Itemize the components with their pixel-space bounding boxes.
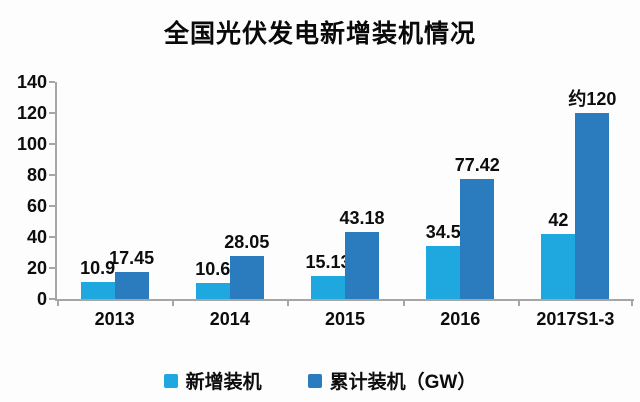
legend-label: 累计装机（GW）: [329, 372, 477, 393]
bar-group-2015: 15.13 43.18 2015: [287, 82, 402, 329]
bar-s2-2016: [460, 179, 495, 299]
bar-column: 77.42: [455, 156, 500, 299]
bar-s1-2017S1-3: [541, 234, 576, 299]
y-axis-tick-mark: [49, 205, 55, 207]
y-axis-tick-label: 80: [26, 165, 47, 185]
chart-title: 全国光伏发电新增装机情况: [163, 20, 476, 48]
bar-value-label: 34.5: [425, 222, 461, 243]
y-axis-tick-mark: [49, 81, 55, 83]
x-axis-tick-mark: [287, 299, 289, 306]
y-axis-tick-label: 20: [26, 258, 47, 278]
x-axis-line: [55, 299, 634, 301]
bar-column: 42: [541, 210, 576, 299]
bar-column: 15.13: [305, 253, 351, 299]
y-axis-tick-label: 140: [16, 72, 47, 92]
bar-pair: 10.6 28.05: [172, 82, 287, 299]
y-axis-tick-mark: [49, 298, 55, 300]
y-axis-tick-mark: [49, 236, 55, 238]
bar-value-label: 约120: [568, 89, 617, 110]
bar-s2-2017S1-3: [575, 113, 610, 299]
bar-pair: 15.13 43.18: [287, 82, 402, 299]
bar-group-2013: 10.9 17.45 2013: [57, 82, 172, 329]
y-axis-tick-label: 100: [16, 134, 47, 154]
bar-pair: 42 约120: [518, 82, 633, 299]
bar-s1-2014: [195, 283, 230, 299]
y-axis-line: [55, 82, 57, 301]
bar-value-label: 17.45: [109, 248, 155, 269]
bar-s1-2016: [426, 246, 461, 299]
x-axis-tick-mark: [57, 299, 59, 306]
bar-value-label: 15.13: [305, 252, 351, 273]
bar-column: 10.9: [80, 258, 116, 299]
bar-s1-2013: [80, 282, 115, 299]
y-axis-tick-mark: [49, 174, 55, 176]
bar-value-label: 10.9: [80, 258, 116, 279]
bar-group-2014: 10.6 28.05 2014: [172, 82, 287, 329]
y-axis-tick-label: 40: [26, 227, 47, 247]
bar-value-label: 28.05: [224, 232, 270, 253]
bar-groups: 10.9 17.45 2013 10.6 28.05 2014 15.13 43.18 2015…: [57, 82, 633, 329]
bar-column: 10.6: [195, 259, 231, 299]
legend: 新增装机 累计装机（GW）: [0, 367, 640, 394]
bar-column: 34.5: [425, 222, 461, 299]
bar-pair: 10.9 17.45: [57, 82, 172, 299]
x-axis-tick-mark: [403, 299, 405, 306]
bar-value-label: 10.6: [195, 259, 231, 280]
y-axis-tick-mark: [49, 143, 55, 145]
bar-column: 17.45: [109, 249, 154, 299]
bar-value-label: 77.42: [454, 155, 500, 176]
x-axis-category-label: 2017S1-3: [536, 309, 615, 329]
bar-column: 约120: [568, 90, 616, 299]
x-axis-category-label: 2013: [94, 309, 135, 329]
x-axis-tick-mark: [631, 299, 633, 306]
bar-s2-2013: [114, 272, 149, 299]
bar-group-2016: 34.5 77.42 2016: [403, 82, 518, 329]
legend-item-new-install: 新增装机: [163, 367, 262, 394]
x-axis-category-label: 2016: [440, 309, 481, 329]
y-axis-tick-label: 120: [16, 103, 47, 123]
y-axis-tick-mark: [49, 112, 55, 114]
bar-s1-2015: [311, 276, 345, 299]
bar-pair: 34.5 77.42: [403, 82, 518, 299]
bar-column: 28.05: [224, 233, 269, 299]
x-axis-tick-mark: [518, 299, 520, 306]
legend-label: 新增装机: [185, 372, 262, 393]
bar-column: 43.18: [339, 209, 385, 299]
y-axis-tick-label: 60: [26, 196, 47, 216]
y-axis-tick-mark: [49, 267, 55, 269]
x-axis-category-label: 2015: [324, 309, 366, 329]
plot-area: 0 20 40 60 80 100 120 140 10.9 17.45 2013 10.6 28.05…: [17, 73, 633, 329]
bar-value-label: 42: [548, 210, 569, 231]
bar-group-2017S1-3: 42 约120 2017S1-3: [518, 82, 633, 329]
bar-s2-2014: [229, 256, 264, 299]
y-axis-tick-label: 0: [36, 289, 47, 309]
bar-s2-2015: [345, 232, 379, 299]
x-axis-category-label: 2014: [209, 309, 250, 329]
legend-swatch-icon: [307, 373, 322, 388]
x-axis-tick-mark: [172, 299, 174, 306]
bar-value-label: 43.18: [339, 208, 385, 229]
legend-item-cumulative: 累计装机（GW）: [307, 367, 477, 394]
legend-swatch-icon: [163, 373, 178, 388]
